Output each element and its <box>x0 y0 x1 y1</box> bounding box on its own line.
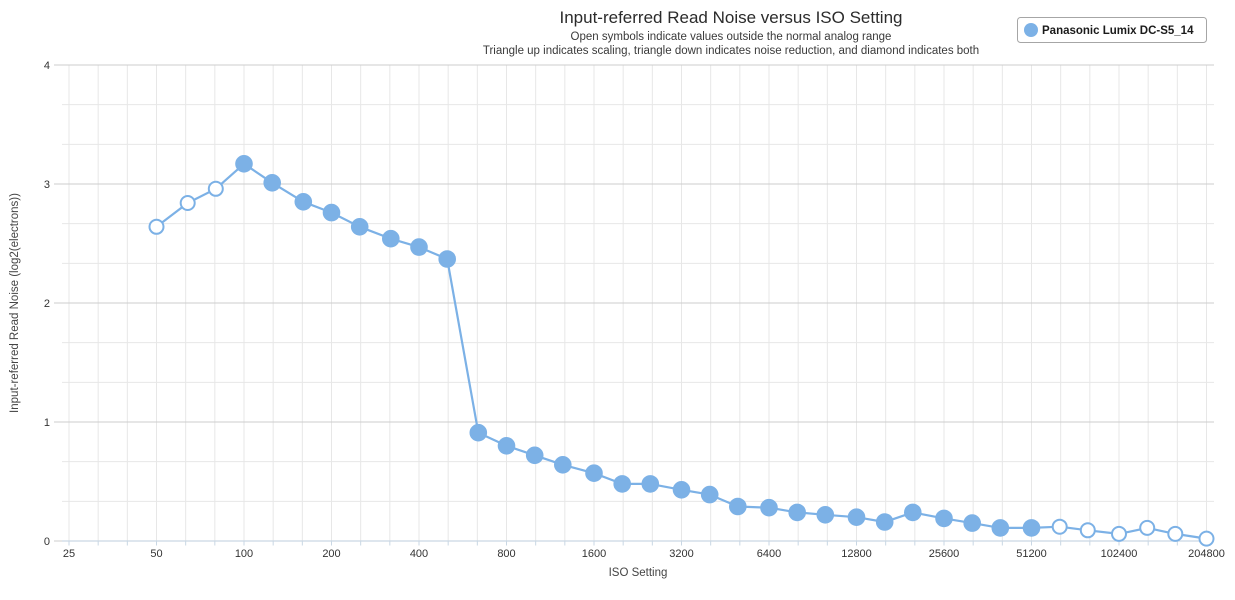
data-point-filled-circle <box>438 250 457 268</box>
data-point-open-circle <box>1198 530 1215 547</box>
data-point-open-circle <box>207 180 224 197</box>
x-axis-title: ISO Setting <box>609 567 668 579</box>
data-point-open-circle <box>1079 522 1096 539</box>
data-point-filled-circle <box>469 423 488 442</box>
data-point-filled-circle <box>816 506 835 524</box>
data-point-filled-circle <box>497 437 516 455</box>
data-point-filled-circle <box>672 481 691 499</box>
data-point-filled-circle <box>1022 519 1041 537</box>
x-tick-label: 100 <box>235 548 253 560</box>
data-point-filled-circle <box>525 446 544 465</box>
data-point-filled-circle <box>410 238 428 256</box>
x-tick-label: 50 <box>150 548 162 560</box>
y-tick-label: 3 <box>44 179 50 191</box>
data-point-open-circle <box>1051 518 1068 535</box>
plot-gridlines <box>54 64 1214 542</box>
legend-box <box>1017 17 1207 43</box>
x-tick-labels: 25 50 100 200 400 800 1600 3200 6400 12800 25600 51… <box>63 548 1225 560</box>
x-tick-label: 102400 <box>1101 548 1138 560</box>
data-point-filled-circle <box>350 218 369 236</box>
x-tick-label: 51200 <box>1016 548 1047 560</box>
legend-series-marker-icon <box>1024 23 1038 37</box>
y-tick-label: 0 <box>44 536 50 548</box>
data-point-filled-circle <box>585 464 603 483</box>
chart-subtitle-analog-range: Open symbols indicate values outside the… <box>571 31 892 43</box>
y-tick-label: 1 <box>44 417 50 429</box>
x-tick-label: 12800 <box>841 548 872 560</box>
data-point-open-circle <box>179 195 196 211</box>
x-tick-label: 25600 <box>929 548 960 560</box>
y-tick-label: 4 <box>44 60 50 72</box>
data-point-filled-circle <box>554 456 572 474</box>
x-tick-label: 400 <box>410 548 428 560</box>
data-point-open-circle <box>1167 525 1184 542</box>
legend[interactable]: Panasonic Lumix DC-S5_14 <box>1017 17 1207 43</box>
data-point-filled-circle <box>729 497 747 516</box>
y-axis-title: Input-referred Read Noise (log2(electron… <box>9 193 21 413</box>
data-point-filled-circle <box>235 155 253 173</box>
chart-title: Input-referred Read Noise versus ISO Set… <box>560 8 903 27</box>
x-tick-label: 3200 <box>669 548 693 560</box>
data-point-filled-circle <box>641 475 660 493</box>
data-point-filled-circle <box>263 174 282 192</box>
data-point-open-circle <box>1139 519 1156 536</box>
x-tick-label: 204800 <box>1188 548 1225 560</box>
data-point-filled-circle <box>700 485 719 504</box>
data-point-filled-circle <box>382 229 400 248</box>
data-point-filled-circle <box>760 498 778 517</box>
data-point-filled-circle <box>875 513 894 531</box>
data-point-filled-circle <box>294 193 313 211</box>
legend-series-label: Panasonic Lumix DC-S5_14 <box>1042 25 1194 37</box>
data-point-filled-circle <box>788 503 807 522</box>
data-point-filled-circle <box>935 509 953 528</box>
x-tick-label: 1600 <box>582 548 606 560</box>
y-tick-labels: 0 1 2 3 4 <box>44 60 50 548</box>
x-tick-label: 6400 <box>757 548 781 560</box>
series-group <box>148 155 1215 547</box>
x-tick-label: 200 <box>322 548 340 560</box>
data-point-filled-circle <box>322 203 341 222</box>
data-point-filled-circle <box>963 514 982 532</box>
data-point-open-circle <box>1111 525 1127 542</box>
axis-lines-and-ticks <box>62 540 1214 546</box>
chart-subtitle-symbol-key: Triangle up indicates scaling, triangle … <box>483 45 979 57</box>
data-point-filled-circle <box>613 475 632 493</box>
x-tick-label: 25 <box>63 548 75 560</box>
data-point-open-circle <box>148 218 165 235</box>
data-point-filled-circle <box>904 503 922 522</box>
y-tick-label: 2 <box>44 298 50 310</box>
data-point-filled-circle <box>847 508 866 527</box>
data-point-filled-circle <box>991 519 1010 537</box>
x-tick-label: 800 <box>497 548 515 560</box>
